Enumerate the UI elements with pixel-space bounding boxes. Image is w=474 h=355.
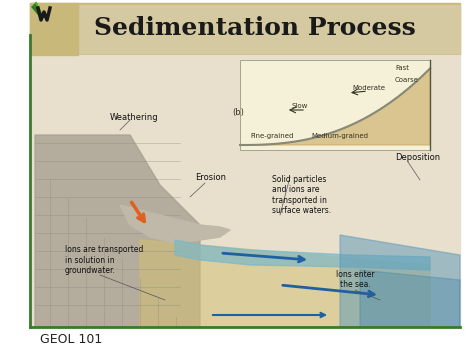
Text: GEOL 101: GEOL 101	[40, 333, 102, 346]
Text: Moderate: Moderate	[352, 85, 385, 91]
Bar	[240, 60, 430, 150]
Text: Ions enter
the sea.: Ions enter the sea.	[336, 269, 374, 289]
Polygon shape	[175, 240, 430, 270]
Text: Sedimentation Process: Sedimentation Process	[94, 16, 416, 40]
Bar	[30, 3, 78, 55]
Text: Erosion: Erosion	[195, 173, 226, 182]
Text: Slow: Slow	[292, 103, 309, 109]
Text: Coarse: Coarse	[395, 77, 419, 83]
Bar	[30, 55, 460, 327]
Bar	[75, 5, 460, 53]
Polygon shape	[120, 205, 230, 243]
Text: Deposition: Deposition	[395, 153, 440, 162]
Text: Medium-grained: Medium-grained	[311, 133, 368, 139]
Polygon shape	[35, 135, 200, 327]
Polygon shape	[140, 240, 430, 327]
Text: Ions are transported
in solution in
groundwater.: Ions are transported in solution in grou…	[65, 245, 143, 275]
Polygon shape	[340, 235, 460, 327]
Bar	[30, 3, 460, 55]
Text: Fast: Fast	[395, 65, 409, 71]
Polygon shape	[240, 69, 430, 145]
Text: (b): (b)	[232, 108, 244, 117]
Text: Fine-grained: Fine-grained	[250, 133, 293, 139]
Text: Weathering: Weathering	[110, 113, 159, 122]
Text: Solid particles
and ions are
transported in
surface waters.: Solid particles and ions are transported…	[272, 175, 331, 215]
Polygon shape	[360, 270, 460, 327]
